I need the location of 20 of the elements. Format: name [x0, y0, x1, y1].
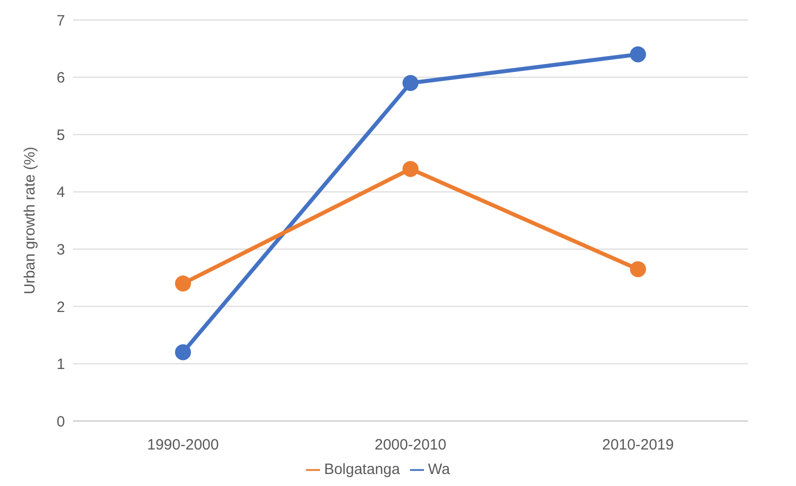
point: [630, 46, 646, 62]
point: [175, 276, 191, 292]
y-tick-label: 2: [56, 298, 65, 316]
y-axis-title: Urban growth rate (%): [21, 146, 38, 294]
y-tick-label: 7: [56, 12, 65, 30]
point: [630, 261, 646, 278]
legend-label: Bolgatanga: [324, 461, 400, 478]
x-tick-label: 2000-2010: [374, 436, 446, 454]
point: [402, 75, 418, 92]
x-tick-label: 2010-2019: [602, 436, 674, 454]
point: [402, 160, 418, 177]
point: [175, 344, 191, 360]
legend-label: Wa: [428, 461, 450, 478]
y-tick-label: 3: [56, 241, 65, 258]
y-tick-label: 0: [56, 413, 65, 430]
y-tick-label: 4: [56, 184, 65, 202]
y-tick-label: 1: [56, 356, 65, 374]
x-tick-label: 1990-2000: [147, 436, 219, 454]
y-tick-label: 5: [56, 126, 65, 144]
y-tick-label: 6: [56, 70, 65, 87]
